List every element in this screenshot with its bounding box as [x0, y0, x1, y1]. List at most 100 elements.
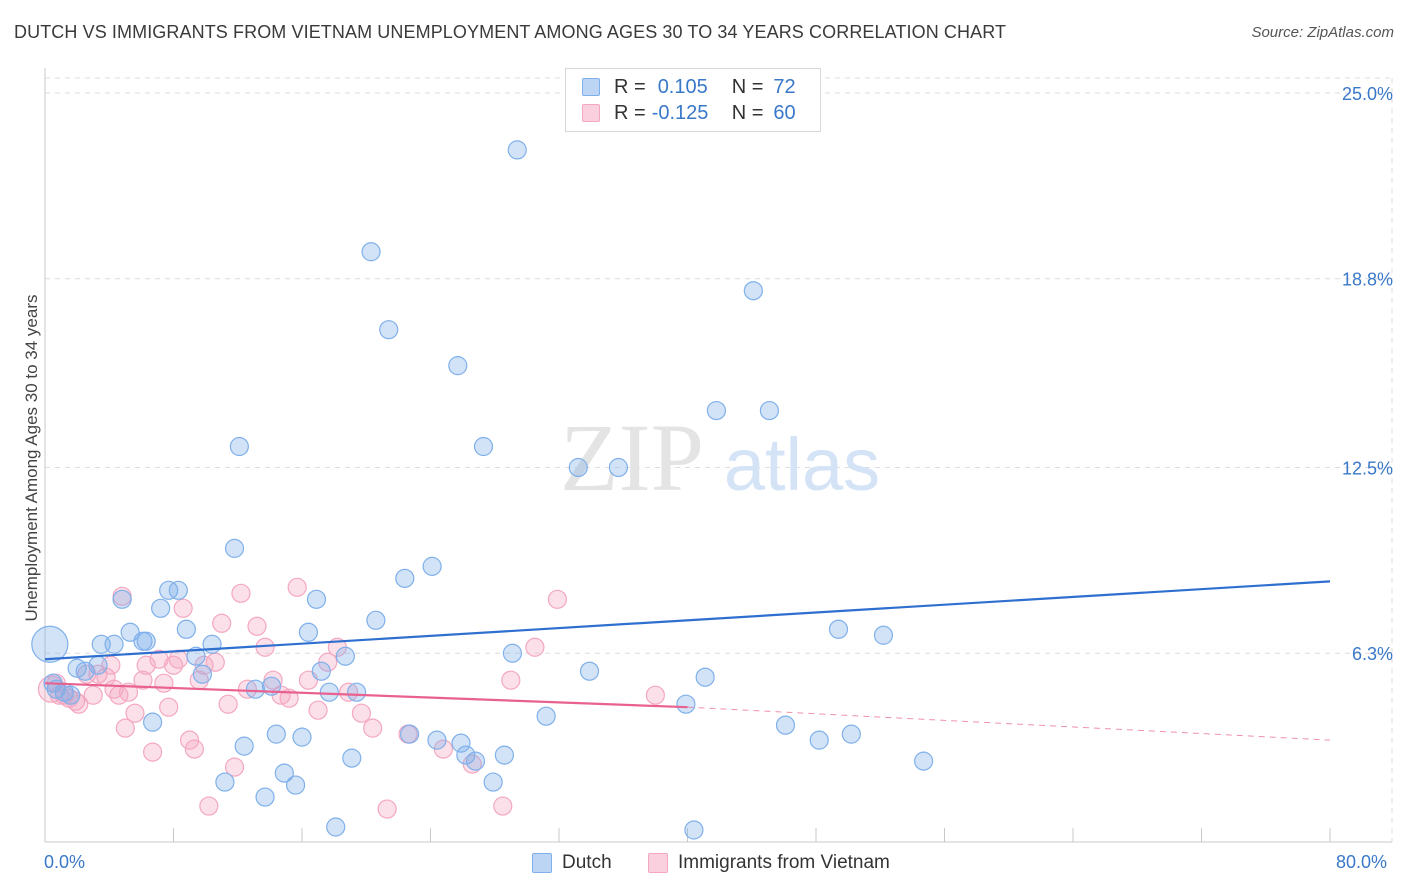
dutch-point	[400, 724, 420, 744]
vietnam-point	[199, 796, 219, 816]
vietnam-point	[173, 598, 193, 618]
vietnam-point	[363, 718, 383, 738]
dutch-point	[568, 457, 588, 478]
dutch-point	[285, 775, 306, 795]
dutch-point	[319, 682, 339, 702]
y-tick-label: 25.0%	[1342, 84, 1393, 104]
dutch-point	[347, 682, 367, 702]
dutch-point	[451, 733, 471, 753]
dutch-point	[192, 664, 213, 684]
dutch-point	[422, 556, 442, 576]
dutch-point	[326, 817, 346, 837]
vietnam-point	[351, 703, 372, 723]
vietnam-point	[338, 682, 359, 702]
legend-swatch-dutch	[532, 853, 552, 873]
dutch-point	[809, 730, 829, 750]
vietnam-point	[224, 757, 245, 777]
legend-item-vietnam: Immigrants from Vietnam	[648, 852, 890, 874]
legend-swatch-dutch	[582, 78, 600, 96]
vietnam-point	[143, 742, 163, 762]
vietnam-point	[231, 583, 251, 603]
dutch-point	[914, 751, 934, 771]
dutch-point	[229, 436, 249, 457]
legend-label-vietnam: Immigrants from Vietnam	[678, 852, 890, 873]
dutch-point	[759, 400, 780, 421]
dutch-point	[234, 736, 254, 756]
x-tick-label-max: 80.0%	[1336, 852, 1388, 872]
data-points	[31, 140, 934, 840]
vietnam-point	[212, 613, 232, 633]
dutch-point	[186, 646, 206, 666]
y-tick-label: 12.5%	[1342, 458, 1393, 478]
gridlines	[45, 77, 1393, 842]
dutch-point	[245, 679, 266, 699]
dutch-point	[306, 589, 327, 609]
dutch-point	[168, 580, 188, 600]
vietnam-point	[645, 685, 665, 705]
y-tick-labels: 6.3% 12.5% 18.8% 25.0%	[1342, 84, 1393, 664]
vietnam-trend-extension	[687, 706, 1331, 741]
dutch-point	[342, 748, 362, 768]
dutch-point	[456, 745, 476, 765]
vietnam-point	[525, 637, 545, 657]
vietnam-point	[133, 670, 153, 690]
legend-n-value: 60	[773, 101, 796, 124]
dutch-point	[255, 787, 275, 807]
dutch-point	[706, 400, 727, 421]
vietnam-point	[493, 796, 513, 816]
vietnam-point	[149, 649, 169, 669]
vietnam-point	[237, 679, 257, 699]
dutch-point	[104, 634, 124, 654]
vietnam-point	[179, 730, 200, 750]
vietnam-point	[118, 682, 139, 702]
legend-n-label: N =	[731, 75, 764, 98]
legend-n-value: 72	[773, 75, 796, 98]
chart-title: DUTCH VS IMMIGRANTS FROM VIETNAM UNEMPLO…	[14, 22, 1007, 42]
dutch-point	[136, 631, 156, 651]
dutch-point	[159, 580, 179, 600]
dutch-point	[828, 619, 849, 639]
dutch-point	[335, 646, 355, 666]
dutch-point	[448, 356, 468, 376]
dutch-point	[176, 619, 196, 639]
vietnam-trend-line	[44, 682, 688, 709]
legend-swatch-vietnam	[582, 104, 600, 122]
dutch-point	[379, 320, 399, 340]
vietnam-point	[547, 589, 567, 609]
legend-item-dutch: Dutch	[532, 852, 612, 874]
dutch-point	[143, 712, 163, 732]
dutch-point	[473, 436, 494, 457]
dutch-point	[507, 140, 527, 160]
legend-r-label: R =	[614, 75, 646, 98]
dutch-point	[494, 745, 514, 765]
dutch-point	[311, 661, 331, 681]
dutch-point	[608, 457, 629, 478]
vietnam-point	[308, 700, 328, 720]
legend-row-vietnam: R = -0.125 N = 60	[582, 100, 796, 126]
source-label: Source: ZipAtlas.com	[1251, 24, 1394, 41]
dutch-point	[292, 727, 312, 747]
vietnam-point	[154, 673, 174, 693]
dutch-point	[31, 625, 69, 663]
dutch-point	[224, 538, 245, 558]
dutch-point	[112, 589, 132, 609]
dutch-point	[465, 751, 486, 771]
dutch-point	[88, 655, 108, 675]
legend-r-value: -0.125	[651, 101, 709, 124]
vietnam-point	[377, 799, 397, 819]
dutch-point	[502, 643, 523, 663]
dutch-point	[361, 242, 381, 262]
dutch-point	[536, 706, 556, 726]
dutch-point	[743, 281, 763, 301]
dutch-point	[298, 622, 319, 642]
dutch-point	[676, 694, 696, 714]
vietnam-point	[184, 739, 204, 759]
dutch-point	[266, 724, 286, 744]
axes	[44, 68, 1392, 843]
legend-r-value: 0.105	[657, 75, 708, 98]
vietnam-point	[115, 718, 135, 738]
legend-swatch-vietnam	[648, 853, 668, 873]
vietnam-point	[501, 670, 521, 690]
legend-n-label: N =	[731, 101, 764, 124]
